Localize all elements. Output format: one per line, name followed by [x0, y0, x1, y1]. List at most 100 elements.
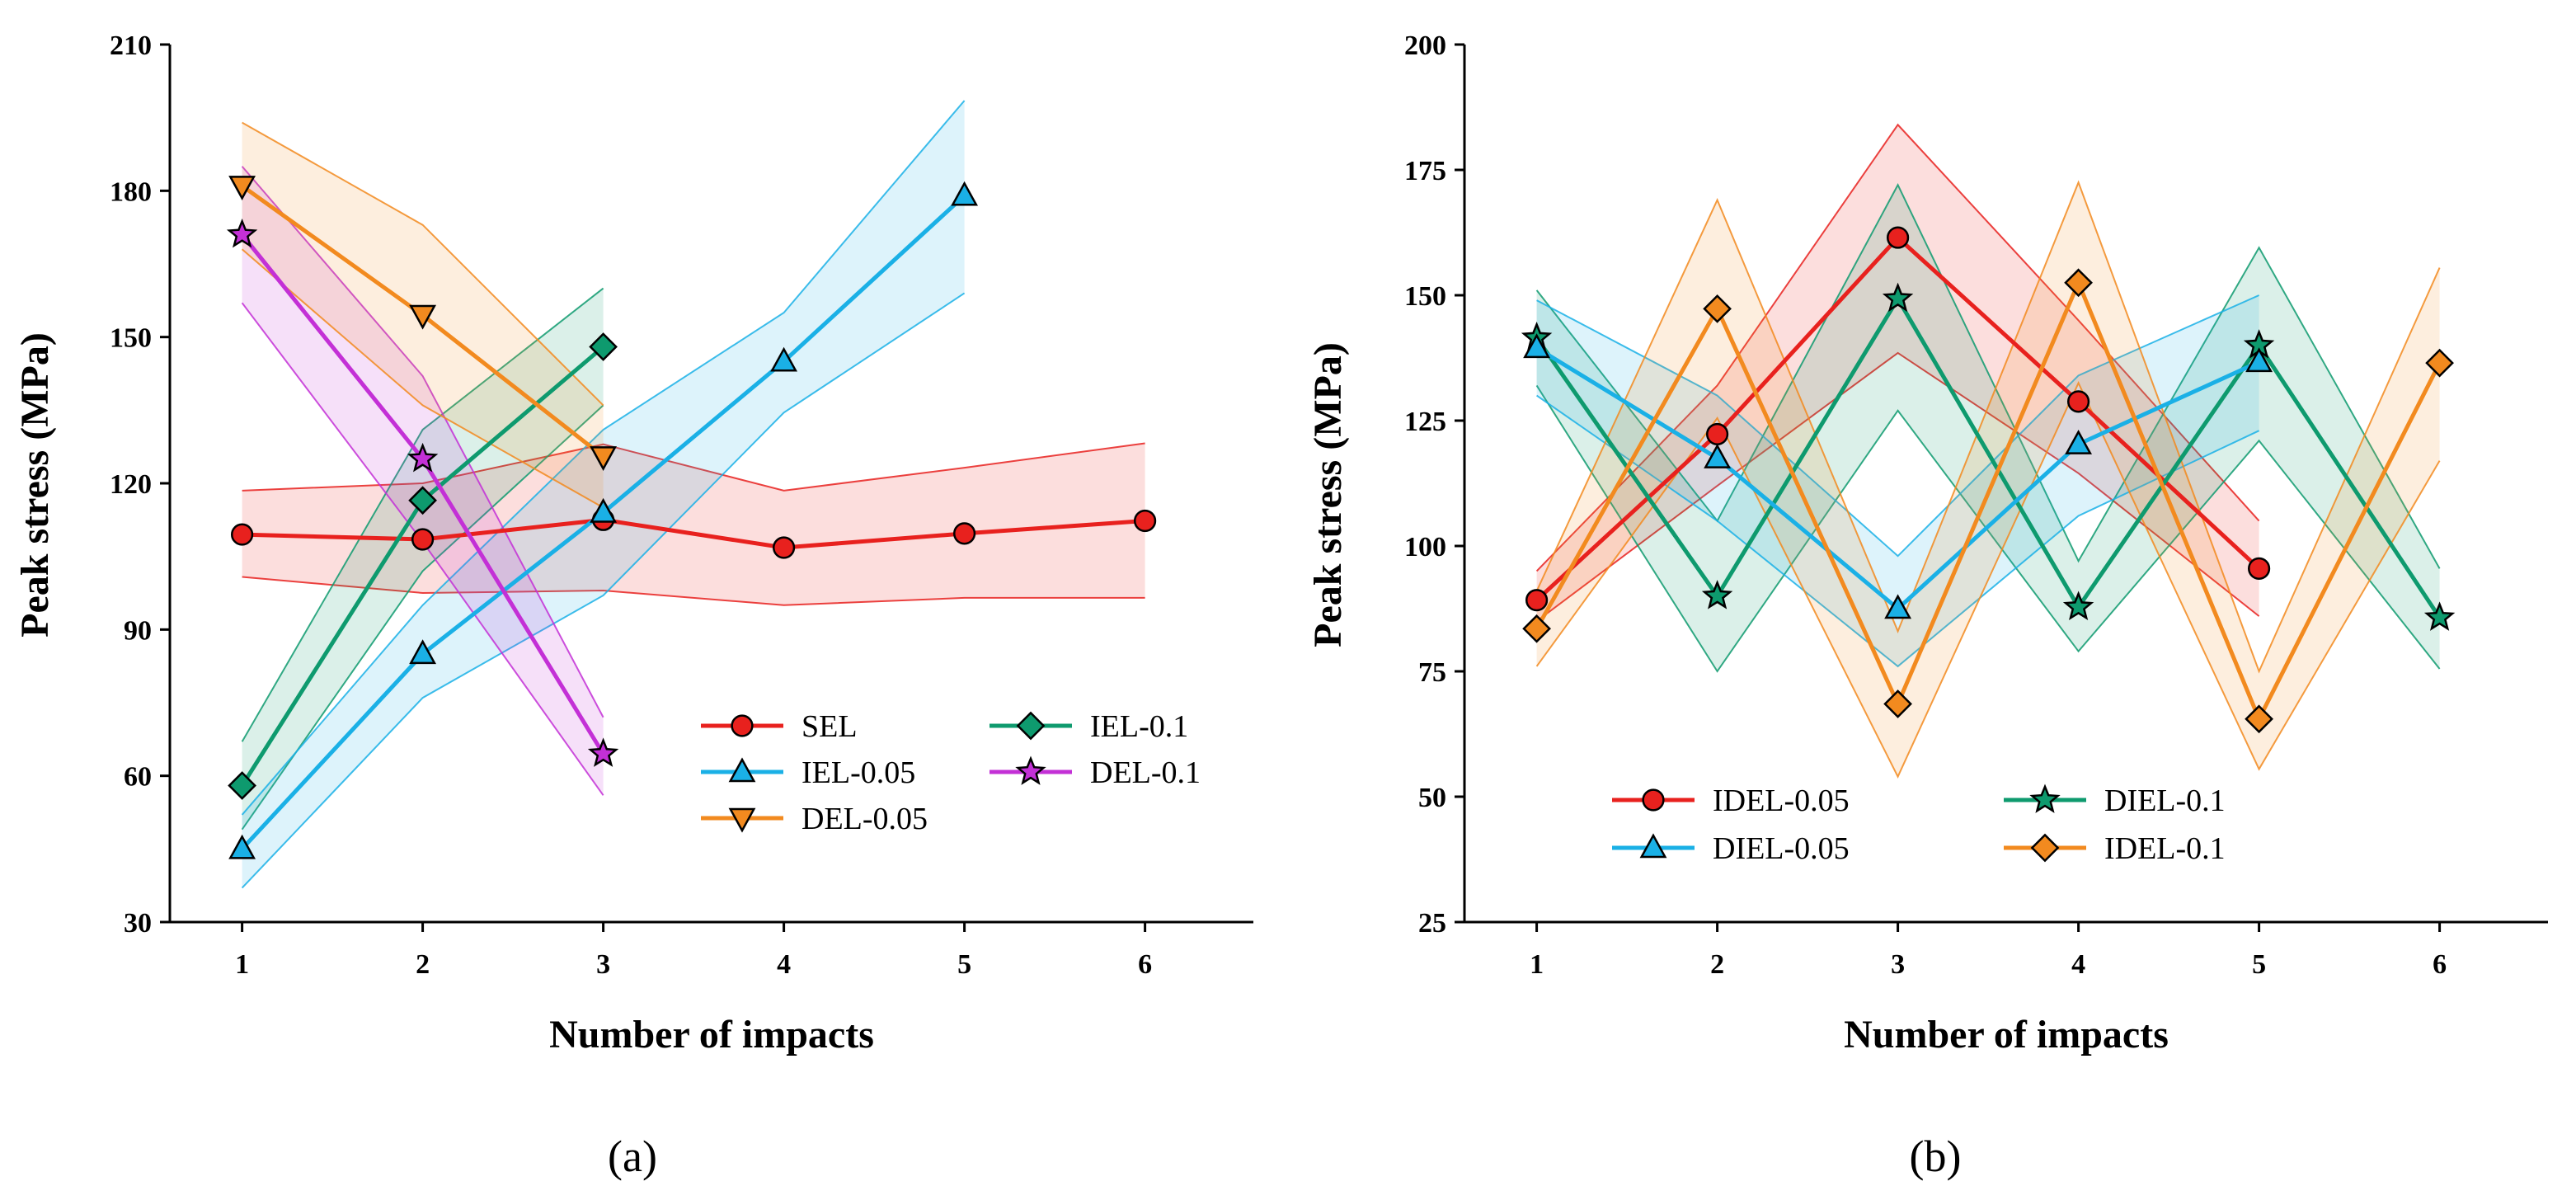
legend-item-diel-0-1-b: DIEL-0.1 — [2004, 784, 2226, 818]
y-tick-label-100-b: 100 — [1404, 532, 1446, 562]
point-idel-0-05-1-b — [1525, 589, 1549, 612]
axes-b — [1455, 43, 2548, 932]
x-tick-label-6-a: 6 — [1138, 949, 1152, 980]
point-iel-0-05-2-a — [409, 639, 437, 665]
lower-bound-iel-0-05-a — [241, 292, 966, 889]
markers-b — [1521, 226, 2456, 734]
legend-label-idel-0-1-b: IDEL-0.1 — [2104, 831, 2226, 866]
point-del-0-1-1-a — [226, 218, 258, 248]
y-tick-label-175-b: 175 — [1404, 156, 1446, 186]
y-tick-labels-a: 30 60 90 120 150 180 210 — [110, 31, 152, 939]
point-iel-0-05-1-a — [228, 834, 256, 859]
point-sel-6-a — [1134, 509, 1157, 533]
legend-label-iel-0-05-a: IEL-0.05 — [801, 755, 915, 790]
legend-marker-sel-a — [731, 714, 754, 737]
point-diel-0-05-2-b — [1704, 444, 1732, 468]
legend-item-idel-0-05-b: IDEL-0.05 — [1612, 784, 1850, 818]
lower-bound-sel-a — [242, 576, 1145, 606]
lower-bound-del-0-05-a — [241, 248, 604, 509]
legend-marker-iel-0-05-a — [728, 757, 756, 783]
upper-bound-iel-0-05-a — [241, 100, 966, 816]
band-diel-0-1-b — [1536, 185, 2440, 671]
legend-item-idel-0-1-b: IDEL-0.1 — [2004, 831, 2226, 866]
panel-a: 30 60 90 120 150 180 210 1 2 3 4 5 6 Number of impa… — [13, 31, 1253, 1181]
y-tick-label-210-a: 210 — [110, 31, 152, 61]
x-tick-label-1-a: 1 — [235, 949, 249, 980]
point-iel-0-1-1-a — [228, 771, 256, 800]
bands-a — [241, 100, 1145, 889]
point-diel-0-05-1-b — [1523, 333, 1551, 359]
point-idel-0-05-3-b — [1887, 226, 1910, 249]
series-line-sel-a — [242, 517, 1145, 550]
point-iel-0-05-5-a — [951, 181, 979, 206]
band-del-0-1-a — [242, 166, 604, 796]
y-tick-label-120-a: 120 — [110, 469, 152, 500]
legend-marker-idel-0-1-b — [2030, 833, 2060, 863]
y-tick-label-200-b: 200 — [1404, 31, 1446, 61]
legend-marker-diel-0-1-b — [2029, 784, 2061, 813]
legend-marker-iel-0-1-a — [1016, 711, 1046, 741]
legend-label-diel-0-1-b: DIEL-0.1 — [2104, 784, 2226, 818]
x-tick-labels-b: 1 2 3 4 5 6 — [1530, 949, 2447, 980]
upper-bound-sel-a — [242, 442, 1145, 492]
y-tick-label-125-b: 125 — [1404, 407, 1446, 437]
x-tick-label-2-b: 2 — [1710, 949, 1724, 980]
band-iel-0-05-a — [242, 101, 965, 888]
legend-label-iel-0-1-a: IEL-0.1 — [1090, 709, 1188, 744]
band-diel-0-05-b — [1536, 295, 2259, 666]
point-idel-0-05-2-b — [1706, 422, 1729, 446]
upper-bound-idel-0-1-b — [1535, 180, 2441, 674]
legend-item-del-0-05-a: DEL-0.05 — [701, 802, 928, 836]
lower-bound-diel-0-1-b — [1535, 384, 2441, 673]
upper-bound-del-0-1-a — [241, 166, 604, 718]
point-iel-0-1-3-a — [589, 332, 618, 361]
point-idel-0-1-2-b — [1703, 294, 1732, 323]
markers-a — [226, 176, 1157, 859]
panel-b: 25 50 75 100 125 150 175 200 1 2 3 4 5 6 Number of i… — [1306, 31, 2548, 1181]
x-tick-label-3-b: 3 — [1891, 949, 1905, 980]
x-axis-title-b: Number of impacts — [1844, 1013, 2169, 1056]
x-tick-label-1-b: 1 — [1530, 949, 1544, 980]
x-tick-label-5-b: 5 — [2252, 949, 2266, 980]
legend-item-sel-a: SEL — [701, 709, 858, 744]
y-tick-label-25-b: 25 — [1418, 908, 1446, 939]
point-idel-0-1-1-b — [1522, 614, 1551, 643]
legend-b: IDEL-0.05 DIEL-0.1 DIEL-0.05 IDEL-0.1 — [1612, 784, 2226, 866]
y-tick-labels-b: 25 50 75 100 125 150 175 200 — [1404, 31, 1446, 939]
legend-marker-del-0-05-a — [728, 807, 756, 833]
x-tick-label-4-a: 4 — [777, 949, 791, 980]
legend-item-del-0-1-a: DEL-0.1 — [990, 755, 1201, 790]
x-tick-label-2-a: 2 — [416, 949, 430, 980]
point-sel-1-a — [231, 523, 254, 546]
legend-label-diel-0-05-b: DIEL-0.05 — [1713, 831, 1850, 866]
point-diel-0-1-3-b — [1882, 282, 1914, 313]
point-diel-0-1-4-b — [2062, 591, 2094, 621]
y-axis-title-a: Peak stress (MPa) — [13, 332, 57, 638]
legend-item-diel-0-05-b: DIEL-0.05 — [1612, 831, 1850, 866]
upper-bound-diel-0-1-b — [1535, 183, 2441, 569]
x-tick-label-6-b: 6 — [2433, 949, 2447, 980]
y-tick-label-180-a: 180 — [110, 176, 152, 207]
legend-item-iel-0-1-a: IEL-0.1 — [990, 709, 1188, 744]
legend-marker-idel-0-05-b — [1642, 788, 1665, 812]
legend-marker-del-0-1-a — [1015, 755, 1046, 785]
legend-a: SEL IEL-0.1 IEL-0.05 DEL-0.1 DEL-0.05 — [701, 709, 1201, 836]
point-idel-0-1-3-b — [1883, 689, 1912, 718]
y-tick-label-90-a: 90 — [124, 615, 152, 646]
x-tick-label-3-a: 3 — [596, 949, 610, 980]
y-tick-label-50-b: 50 — [1418, 783, 1446, 813]
legend-label-del-0-1-a: DEL-0.1 — [1090, 755, 1201, 790]
y-tick-label-150-b: 150 — [1404, 281, 1446, 312]
point-iel-0-05-4-a — [770, 346, 798, 372]
point-diel-0-05-5-b — [2245, 347, 2273, 373]
legend-item-iel-0-05-a: IEL-0.05 — [701, 755, 915, 790]
upper-bound-idel-0-05-b — [1535, 123, 2260, 572]
upper-bound-del-0-05-a — [242, 121, 604, 407]
point-del-0-05-3-a — [590, 446, 618, 471]
point-del-0-1-2-a — [407, 442, 439, 473]
point-diel-0-05-3-b — [1884, 594, 1912, 619]
point-del-0-1-3-a — [587, 737, 619, 767]
point-sel-4-a — [773, 536, 796, 559]
series-line-idel-0-1-b — [1535, 277, 2442, 724]
